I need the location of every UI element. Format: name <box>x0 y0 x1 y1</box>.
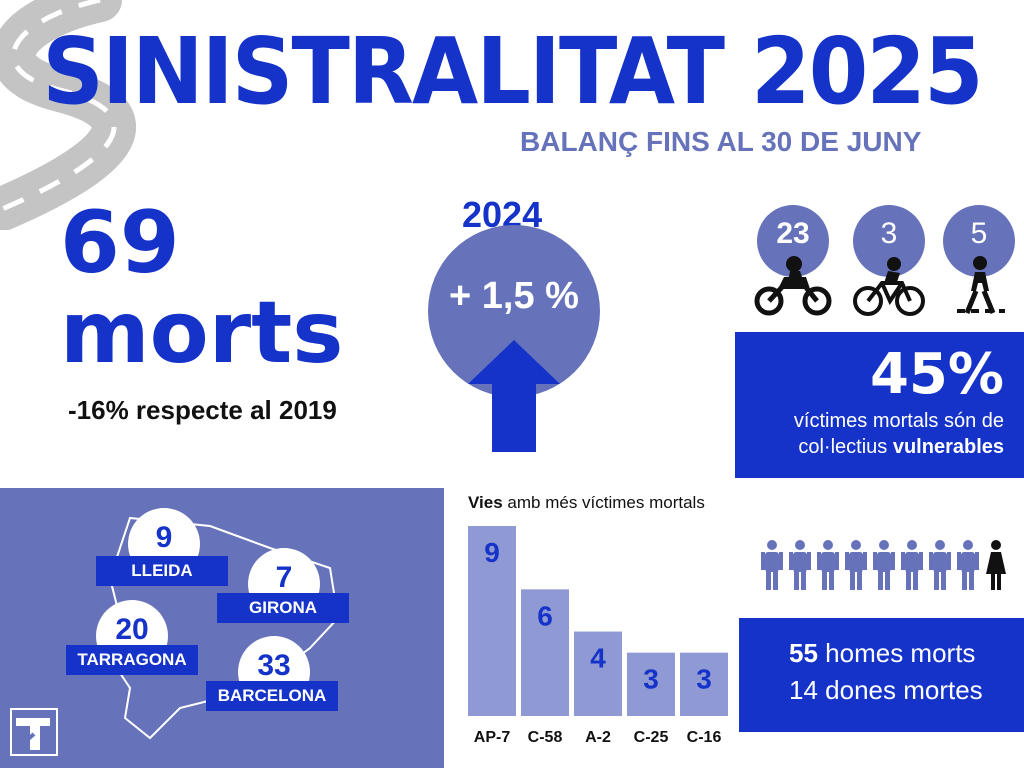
bar-c-58 <box>521 589 569 716</box>
roads-bar-chart: 9 AP-7 6 C-58 4 A-2 3 C-25 3 C-16 <box>468 526 728 746</box>
women-label: dones mortes <box>825 675 983 705</box>
provinces-map-panel: 9 LLEIDA 7 GIRONA 20 TARRAGONA 33 BARCEL… <box>0 488 444 768</box>
bar-category-c-58: C-58 <box>528 729 563 746</box>
bar-category-ap-7: AP-7 <box>474 729 511 746</box>
vulnerable-percent: 45% <box>869 342 1004 407</box>
roads-title-bold: Vies <box>468 493 503 512</box>
province-label-barcelona: BARCELONA <box>206 681 338 711</box>
man-icon <box>845 540 867 590</box>
man-icon <box>901 540 923 590</box>
page-subtitle: BALANÇ FINS AL 30 DE JUNY <box>520 126 922 157</box>
bar-category-c-25: C-25 <box>634 729 669 746</box>
roads-chart-title: Vies amb més víctimes mortals <box>468 493 705 513</box>
bar-category-c-16: C-16 <box>687 729 722 746</box>
page-title: SINISTRALITAT 2025 <box>42 18 983 125</box>
man-icon <box>817 540 839 590</box>
bicycle-icon <box>853 257 925 316</box>
bar-ap-7 <box>468 526 516 716</box>
logo-icon <box>10 708 58 756</box>
road-illustration <box>0 0 136 230</box>
vulnerable-box: 45% víctimes mortals són de col·lectius … <box>735 332 1024 478</box>
women-count: 14 <box>789 675 818 705</box>
motorcycle-icon <box>754 256 832 316</box>
pedestrian-icon <box>957 256 1005 314</box>
change-value: + 1,5 % <box>449 275 579 317</box>
vulnerable-line2-bold: vulnerables <box>892 436 1004 458</box>
motorcycle-count: 23 <box>757 205 829 277</box>
men-count: 55 <box>789 638 818 668</box>
compare-2019-text: -16% respecte al 2019 <box>68 395 337 425</box>
up-arrow-icon <box>468 340 560 452</box>
bar-value-a-2: 4 <box>590 643 606 674</box>
people-pictogram <box>761 540 1006 590</box>
men-label: homes morts <box>825 638 976 668</box>
vulnerable-description: víctimes mortals són de col·lectius vuln… <box>794 408 1004 460</box>
women-line: 14 dones mortes <box>789 675 983 706</box>
woman-icon <box>986 540 1006 590</box>
province-label-girona: GIRONA <box>217 593 349 623</box>
men-line: 55 homes morts <box>789 638 975 669</box>
man-icon <box>957 540 979 590</box>
bar-value-c-25: 3 <box>643 664 659 695</box>
vulnerable-line2-prefix: col·lectius <box>798 436 888 458</box>
bar-a-2 <box>574 631 622 716</box>
man-icon <box>789 540 811 590</box>
deaths-label: morts <box>60 283 344 383</box>
man-icon <box>929 540 951 590</box>
province-label-lleida: LLEIDA <box>96 556 228 586</box>
bar-value-ap-7: 9 <box>484 537 500 568</box>
deaths-number: 69 <box>60 193 180 293</box>
bar-value-c-16: 3 <box>696 664 712 695</box>
bar-c-25 <box>627 652 675 716</box>
bar-c-16 <box>680 652 728 716</box>
bar-category-a-2: A-2 <box>585 729 611 746</box>
vulnerable-line1: víctimes mortals són de <box>793 410 1004 432</box>
bar-value-c-58: 6 <box>537 600 553 631</box>
gender-box: 55 homes morts 14 dones mortes <box>739 618 1024 732</box>
man-icon <box>761 540 783 590</box>
province-label-tarragona: TARRAGONA <box>66 645 198 675</box>
man-icon <box>873 540 895 590</box>
roads-title-rest: amb més víctimes mortals <box>507 493 705 512</box>
